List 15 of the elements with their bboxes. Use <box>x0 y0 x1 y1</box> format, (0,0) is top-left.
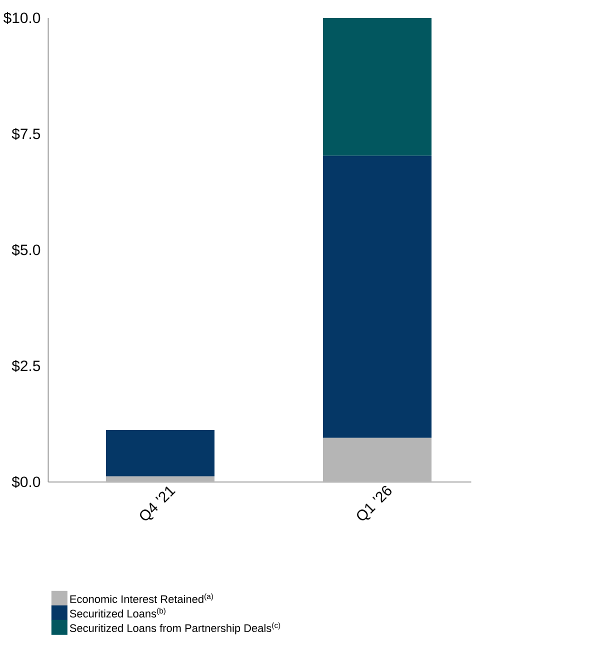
legend-label: Securitized Loans from Partnership Deals$^{(c)}$ <box>70 622 280 634</box>
x-tick-label: Q1 ’26 <box>356 486 392 520</box>
bar <box>106 476 214 482</box>
bar <box>322 438 432 482</box>
y-tick-label: $2.5 <box>12 360 40 372</box>
y-tick-label: $5.0 <box>12 244 40 256</box>
y-tick-label: $0.0 <box>12 476 40 488</box>
legend-label: Economic Interest Retained$^{(a)}$ <box>70 593 213 604</box>
bar <box>322 156 432 438</box>
legend-label: Securitized Loans$^{(b)}$ <box>70 608 166 618</box>
y-tick-label: $10.0 <box>3 12 40 24</box>
y-tick-label: $7.5 <box>12 128 40 140</box>
bar <box>322 18 432 156</box>
bar <box>106 430 214 476</box>
x-tick-label: Q4 ’21 <box>140 486 176 520</box>
